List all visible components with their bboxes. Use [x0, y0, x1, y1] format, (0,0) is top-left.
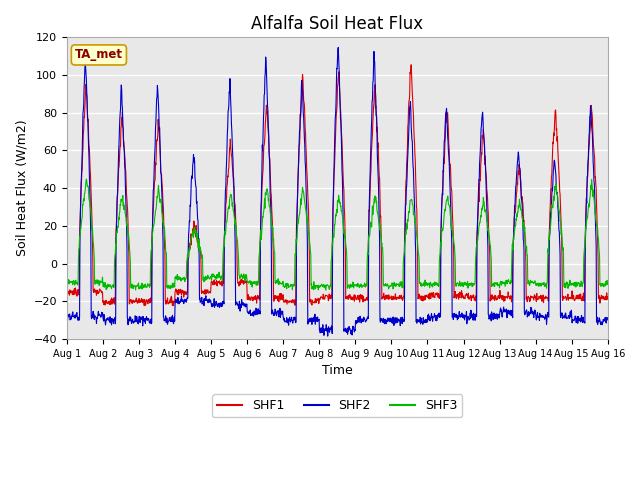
SHF3: [604, 280, 612, 286]
SHF1: [140, 303, 148, 309]
SHF1: [540, 295, 548, 300]
SHF2: [183, 295, 191, 300]
SHF1: [63, 286, 70, 291]
Y-axis label: Soil Heat Flux (W/m2): Soil Heat Flux (W/m2): [15, 120, 28, 256]
SHF3: [83, 176, 90, 182]
SHF3: [184, 252, 191, 258]
Text: TA_met: TA_met: [75, 48, 123, 61]
SHF3: [244, 279, 252, 285]
SHF1: [422, 294, 429, 300]
SHF1: [604, 294, 612, 300]
SHF2: [244, 309, 252, 315]
SHF2: [422, 316, 429, 322]
SHF1: [170, 299, 178, 304]
Legend: SHF1, SHF2, SHF3: SHF1, SHF2, SHF3: [212, 394, 462, 417]
SHF2: [493, 313, 500, 319]
SHF1: [407, 62, 415, 68]
SHF1: [184, 289, 191, 295]
SHF2: [540, 314, 548, 320]
SHF2: [334, 45, 342, 50]
SHF2: [324, 333, 332, 339]
SHF3: [63, 280, 70, 286]
SHF2: [604, 317, 612, 323]
SHF3: [493, 282, 500, 288]
Line: SHF1: SHF1: [67, 65, 608, 306]
SHF2: [170, 318, 178, 324]
SHF1: [244, 291, 252, 297]
Line: SHF2: SHF2: [67, 48, 608, 336]
SHF3: [422, 281, 429, 287]
SHF3: [322, 288, 330, 293]
X-axis label: Time: Time: [322, 364, 353, 377]
Line: SHF3: SHF3: [67, 179, 608, 290]
SHF3: [170, 281, 178, 287]
SHF1: [493, 297, 500, 303]
SHF3: [540, 281, 548, 287]
SHF2: [63, 316, 70, 322]
Title: Alfalfa Soil Heat Flux: Alfalfa Soil Heat Flux: [252, 15, 423, 33]
